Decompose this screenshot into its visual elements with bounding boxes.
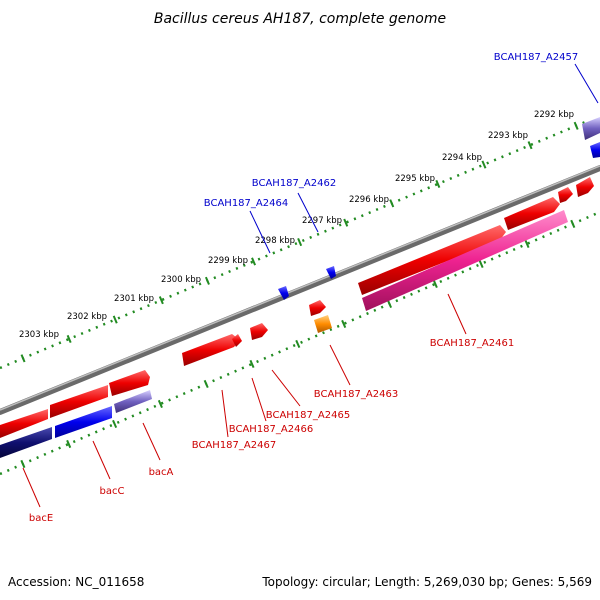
scale-label-2300: 2300 kbp [161, 275, 201, 285]
gene-label-a2466[interactable]: BCAH187_A2466 [229, 424, 313, 435]
accession-text: Accession: NC_011658 [8, 575, 144, 589]
gene-label-a2465[interactable]: BCAH187_A2465 [266, 410, 350, 421]
scale-label-2295: 2295 kbp [395, 174, 435, 184]
a2457-blue-feature[interactable] [590, 142, 600, 158]
a2463-orange-feature[interactable] [314, 315, 332, 333]
inner-major-tick-12 [570, 219, 576, 228]
bacE-navy-feature[interactable] [0, 427, 52, 458]
a2458-feature-arrow[interactable] [576, 177, 594, 197]
outer-major-tick-9 [435, 179, 441, 188]
scale-label-2292: 2292 kbp [534, 110, 574, 120]
scale-label-2293: 2293 kbp [488, 131, 528, 141]
outer-scale-major-ticks [20, 121, 579, 363]
inner-major-tick-5 [249, 359, 255, 369]
outer-major-tick-7 [343, 218, 349, 227]
inner-major-tick-10 [478, 259, 484, 268]
outer-major-tick-0 [20, 354, 26, 363]
inner-major-tick-7 [341, 319, 347, 329]
inner-major-tick-1 [66, 439, 72, 449]
a2459-feature-arrow[interactable] [558, 187, 573, 203]
outer-major-tick-5 [251, 257, 257, 266]
gene-label-a2462[interactable]: BCAH187_A2462 [252, 178, 336, 189]
gene-label-a2464[interactable]: BCAH187_A2464 [204, 198, 288, 209]
a2466-feature-arrow[interactable] [232, 334, 242, 347]
outer-major-tick-4 [204, 276, 210, 285]
a2467-feature-arrow[interactable] [182, 334, 240, 366]
outer-major-tick-3 [158, 296, 164, 305]
gene-label-a2463[interactable]: BCAH187_A2463 [314, 389, 398, 400]
red-callout-lines [22, 293, 467, 508]
outer-scale-ring [0, 118, 591, 370]
scale-label-2296: 2296 kbp [349, 195, 389, 205]
scale-label-2301: 2301 kbp [114, 294, 154, 304]
outer-major-tick-1 [66, 334, 72, 343]
gene-label-bacE[interactable]: bacE [29, 513, 53, 524]
scale-label-2303: 2303 kbp [19, 330, 59, 340]
inner-major-tick-6 [295, 339, 301, 349]
bacC-blue-feature[interactable] [55, 406, 112, 438]
inner-major-tick-9 [432, 279, 438, 288]
gene-label-bacC[interactable]: bacC [100, 486, 125, 497]
bacA-feature-arrow[interactable] [109, 370, 150, 396]
a2461-pink-feature[interactable] [362, 210, 568, 311]
inner-scale-ring [0, 210, 600, 476]
scale-label-2298: 2298 kbp [255, 236, 295, 246]
map-title: Bacillus cereus AH187, complete genome [154, 11, 446, 27]
outer-major-tick-6 [297, 238, 303, 247]
a2463-feature-arrow[interactable] [309, 300, 326, 316]
scale-label-2297: 2297 kbp [302, 216, 342, 226]
gene-label-a2461[interactable]: BCAH187_A2461 [430, 338, 514, 349]
inner-major-tick-0 [20, 459, 26, 469]
gene-label-a2457[interactable]: BCAH187_A2457 [494, 52, 578, 63]
backbone [0, 165, 600, 415]
a2457-lavender-feature[interactable] [582, 117, 600, 140]
gene-label-a2467[interactable]: BCAH187_A2467 [192, 440, 276, 451]
inner-major-tick-8 [386, 299, 393, 309]
bacA-lavender-feature[interactable] [114, 390, 152, 413]
backbone-highlight [0, 165, 600, 411]
scale-label-2302: 2302 kbp [67, 312, 107, 322]
inner-major-tick-3 [157, 399, 163, 409]
outer-major-tick-10 [481, 160, 487, 169]
outer-major-tick-11 [527, 141, 533, 150]
a2460-feature-arrow[interactable] [504, 197, 560, 230]
outer-major-tick-2 [112, 315, 118, 324]
inner-major-tick-2 [112, 419, 118, 429]
scale-label-2294: 2294 kbp [442, 153, 482, 163]
gene-label-bacA[interactable]: bacA [149, 467, 174, 478]
a2465-feature-arrow[interactable] [250, 323, 268, 340]
inner-major-tick-4 [203, 379, 209, 389]
a2462-feature-arrow[interactable] [326, 266, 336, 279]
bacE-feature-arrow[interactable] [0, 409, 48, 438]
outer-major-tick-8 [389, 199, 395, 208]
scale-label-2299: 2299 kbp [208, 256, 248, 266]
blue-callout-lines [249, 63, 599, 254]
a2461-red-feature-arrow[interactable] [358, 225, 506, 295]
a2464-feature-arrow[interactable] [278, 286, 289, 300]
bacC-feature-arrow[interactable] [50, 385, 108, 418]
inner-scale-major-ticks [20, 219, 576, 469]
outer-major-tick-12 [573, 121, 579, 130]
genome-summary-text: Topology: circular; Length: 5,269,030 bp… [261, 575, 592, 589]
inner-major-tick-11 [524, 239, 530, 248]
